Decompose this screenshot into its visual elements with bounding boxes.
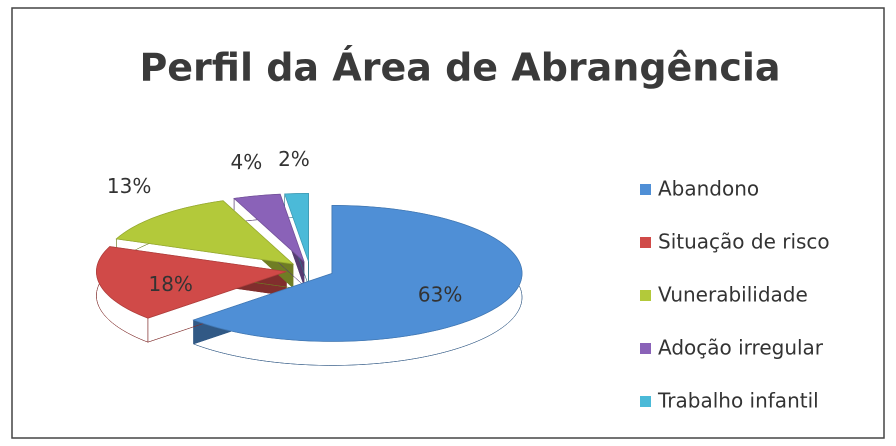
legend-label: Situação de risco [658, 230, 830, 254]
legend-label: Vunerabilidade [658, 283, 808, 307]
slice [284, 193, 309, 262]
legend-label: Adoção irregular [658, 336, 824, 360]
chart-title: Perfil da Área de Abrangência [139, 46, 780, 90]
legend-swatch [640, 237, 651, 248]
data-label: 18% [148, 272, 192, 296]
legend-swatch [640, 396, 651, 407]
legend-swatch [640, 290, 651, 301]
legend-swatch [640, 184, 651, 195]
data-label: 4% [231, 150, 263, 174]
data-label: 2% [278, 147, 310, 171]
legend-label: Trabalho infantil [657, 389, 819, 413]
data-label: 13% [107, 174, 151, 198]
data-label: 63% [418, 283, 462, 307]
slice [192, 205, 523, 342]
slice [233, 193, 305, 262]
slice [96, 246, 287, 319]
legend-label: Abandono [658, 177, 759, 201]
legend-swatch [640, 343, 651, 354]
slice [115, 200, 295, 265]
